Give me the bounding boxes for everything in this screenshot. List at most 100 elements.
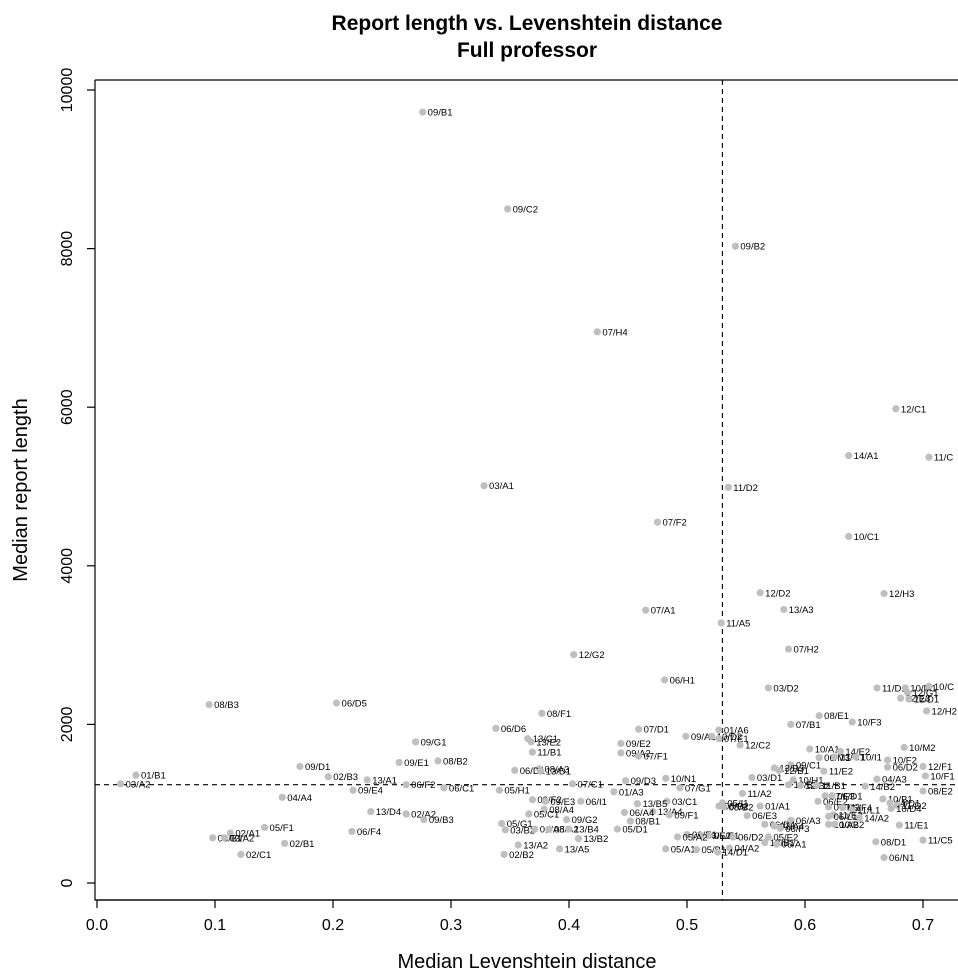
plot-area: 09/B1 09/C2 09/B2 07/H4 12/C1 14/A1 11/C 03/A1 1… [94, 79, 958, 901]
data-point-marker [784, 781, 793, 789]
data-point-marker [613, 825, 621, 833]
data-point-label: 12/H3 [889, 589, 914, 600]
data-point: 11/E2 [820, 767, 853, 778]
data-point-marker [922, 707, 931, 715]
data-point-marker [660, 676, 669, 684]
y-tick-label: 10000 [59, 68, 76, 113]
data-point-marker [220, 834, 229, 842]
data-point: 03/A1 [480, 481, 514, 492]
data-point-label: 07/C1 [578, 779, 603, 790]
data-point-marker [861, 782, 869, 790]
data-point-label: 07/H2 [793, 645, 818, 656]
x-tick-label: 0.3 [440, 917, 462, 934]
data-point: 05/F1 [260, 823, 294, 834]
data-point-marker [419, 108, 427, 116]
data-point-label: 09/F2 [537, 795, 561, 806]
data-point-label: 06/D2 [738, 833, 763, 844]
data-point: 11/A5 [717, 618, 750, 629]
data-point-label: 06/C1 [449, 783, 474, 794]
data-point-marker [528, 796, 537, 804]
data-point: 06/D1 [828, 791, 862, 802]
data-point: 07/C1 [568, 779, 603, 790]
y-tick-label: 2000 [59, 707, 76, 743]
data-point: 13/D4 [367, 807, 401, 818]
data-point: 03/D2 [764, 683, 799, 694]
data-point-label: 11/E1 [904, 821, 928, 832]
x-tick-label: 0.0 [86, 917, 108, 934]
data-point-label: 13/B2 [793, 780, 818, 791]
data-point-label: 12/F1 [928, 762, 952, 773]
data-point: 05/C1 [525, 810, 559, 821]
data-point: 06/C1 [440, 783, 474, 794]
data-point-marker [708, 732, 716, 740]
data-point-marker [525, 810, 533, 818]
data-point: 10/F3 [848, 718, 881, 729]
data-point-label: 12/D2 [765, 588, 790, 599]
data-point-label: 12/C1 [901, 404, 926, 415]
data-point-marker [692, 846, 701, 854]
data-point-label: 11/D1 [882, 683, 907, 694]
chart-title: Report length vs. Levenshtein distance [332, 12, 723, 35]
data-point: 07/H2 [784, 645, 819, 656]
data-point-label: 06/H1 [670, 675, 695, 686]
data-point-marker [209, 834, 217, 842]
data-point: 11/D2 [893, 801, 927, 812]
data-point-marker [919, 787, 927, 795]
data-point-marker [845, 451, 853, 460]
data-point-marker [495, 786, 503, 794]
data-point-marker [281, 839, 289, 847]
data-point-marker [895, 821, 904, 829]
data-point: 14/B2 [861, 782, 895, 793]
data-point-label: 05/G1 [507, 819, 533, 830]
data-point: 11/B1 [528, 748, 562, 759]
data-point: 12/H2 [922, 706, 957, 717]
data-point-marker [673, 833, 682, 841]
data-point-label: 13/B2 [583, 834, 608, 845]
data-point: 10/N1 [662, 774, 696, 785]
data-point-marker [715, 726, 723, 734]
data-point-label: 10/I1 [861, 752, 882, 763]
x-tick-label: 0.6 [794, 917, 816, 934]
data-point: 13/B2 [574, 834, 608, 845]
data-point-label: 12/G2 [579, 650, 605, 661]
data-point-marker [775, 766, 783, 774]
data-point: 10/D2 [708, 732, 742, 743]
data-point: 02/A2 [402, 810, 436, 821]
data-point-marker [820, 767, 828, 775]
data-point: 11/B1 [813, 781, 846, 792]
data-point-label: 10/A2 [834, 820, 859, 831]
data-point: 13/B2 [784, 780, 818, 791]
x-axis: 0.0 0.1 0.2 0.3 0.4 0.5 0.6 0.7 [86, 899, 934, 934]
data-point: 06/M2 [825, 802, 860, 813]
data-point: 13/B5 [633, 799, 667, 810]
data-point-label: 06/D2 [893, 763, 918, 774]
data-point-marker [570, 651, 578, 659]
data-point-label: 13/B4 [574, 825, 599, 836]
data-point-marker [848, 718, 856, 726]
data-point: 04/A3 [873, 775, 907, 786]
data-point-label: 01/A6 [724, 725, 749, 736]
data-point-label: 05/I1 [727, 798, 748, 809]
data-point: 10/F2 [884, 756, 917, 767]
data-point: 09/A1 [682, 732, 716, 743]
data-point-marker [541, 797, 550, 805]
data-point: 05/A2 [673, 833, 707, 844]
data-point-marker [504, 205, 512, 213]
data-point: 08/A4 [540, 805, 574, 816]
data-point-label: 14/B2 [870, 782, 895, 793]
data-point-label: 14/E2 [845, 747, 870, 758]
data-point-label: 01/A4 [779, 821, 804, 832]
data-point-marker [480, 482, 488, 490]
data-point-label: 09/G1 [421, 737, 447, 748]
data-point-label: 08/B2 [724, 802, 749, 813]
data-point-label: 03/D2 [773, 683, 798, 694]
data-point-marker [787, 816, 795, 824]
x-tick-label: 0.4 [558, 917, 580, 934]
data-point: 01/A3 [610, 787, 644, 798]
data-point-marker [904, 689, 912, 697]
data-point: 07/G1 [676, 783, 711, 794]
data-point: 05/E1 [705, 831, 739, 842]
data-point-label: 07/F1 [644, 752, 668, 763]
data-point: 12/B1 [775, 766, 809, 777]
data-points: 09/B1 09/C2 09/B2 07/H4 12/C1 14/A1 11/C 03/A1 1… [117, 108, 957, 864]
